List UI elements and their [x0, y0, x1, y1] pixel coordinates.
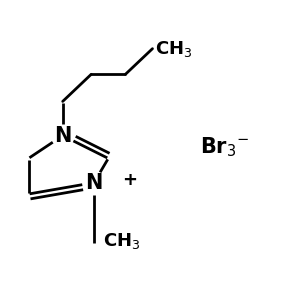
- Text: N: N: [54, 126, 71, 146]
- Text: +: +: [123, 171, 138, 189]
- Text: N: N: [86, 173, 103, 193]
- Text: CH$_3$: CH$_3$: [103, 231, 140, 251]
- Text: CH$_3$: CH$_3$: [155, 39, 193, 59]
- Text: Br$_3$$^{-}$: Br$_3$$^{-}$: [200, 135, 249, 159]
